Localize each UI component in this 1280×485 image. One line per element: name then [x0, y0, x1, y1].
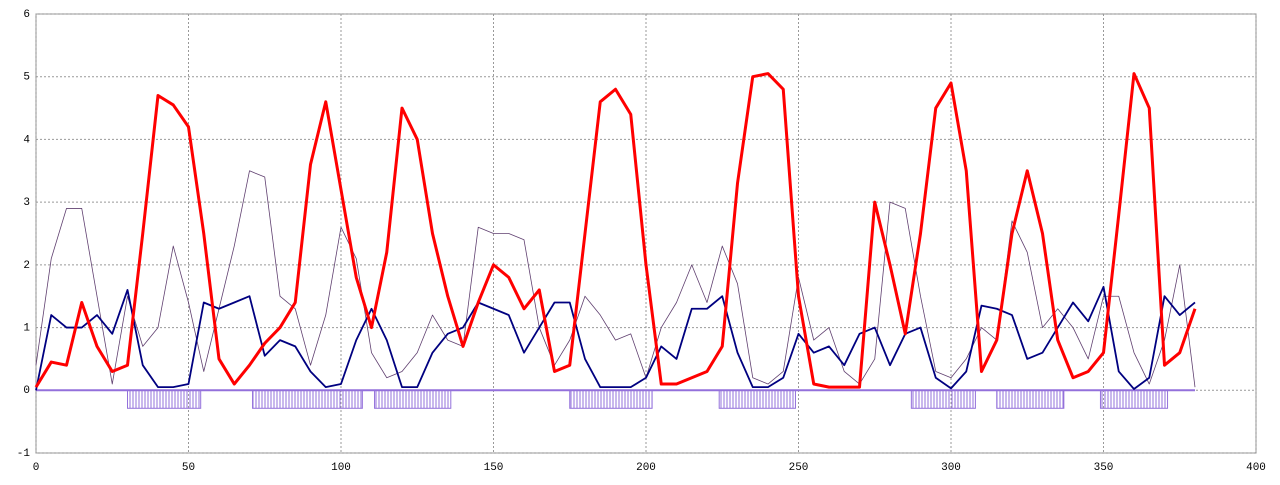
region: [252, 389, 363, 409]
x-tick-label: 250: [789, 462, 809, 474]
series-line: [35, 285, 1196, 391]
y-tick-label: 0: [23, 385, 30, 397]
region: [996, 389, 1065, 409]
region: [569, 389, 653, 409]
x-tick-label: 0: [33, 462, 40, 474]
y-tick-label: 5: [23, 72, 30, 84]
region: [718, 389, 796, 409]
x-tick-label: 350: [1094, 462, 1114, 474]
region: [1099, 389, 1169, 409]
region: [127, 389, 202, 409]
y-tick-label: 2: [23, 260, 30, 272]
region: [374, 389, 452, 409]
x-tick-label: 200: [636, 462, 656, 474]
y-tick-label: 3: [23, 197, 30, 209]
y-tick-label: 4: [23, 134, 30, 146]
y-tick-label: 1: [23, 322, 30, 334]
x-tick-label: 300: [941, 462, 961, 474]
region: [910, 389, 976, 409]
y-tick-label: -1: [17, 448, 31, 460]
x-tick-label: 50: [182, 462, 195, 474]
x-tick-label: 400: [1246, 462, 1266, 474]
y-tick-label: 6: [23, 9, 30, 21]
x-tick-label: 150: [484, 462, 504, 474]
series-line: [34, 72, 1197, 389]
x-tick-label: 100: [331, 462, 351, 474]
